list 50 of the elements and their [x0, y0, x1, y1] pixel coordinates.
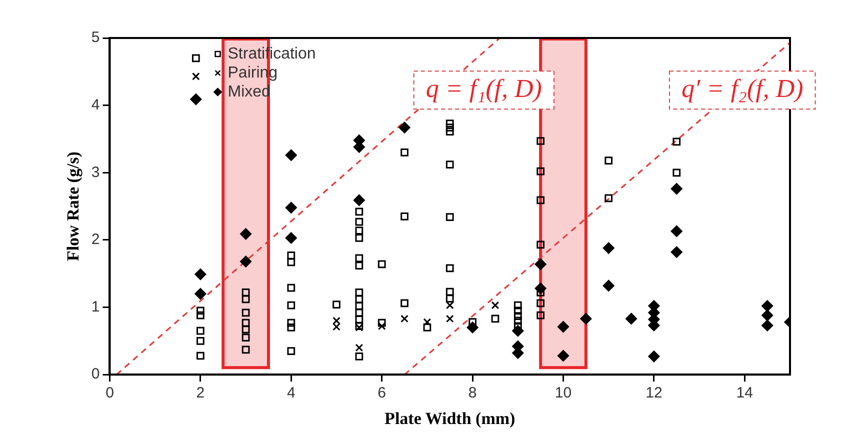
- x-axis-title: Plate Width (mm): [384, 409, 516, 428]
- point: [580, 312, 592, 324]
- point: [398, 122, 410, 134]
- x-tick-label: 6: [378, 384, 386, 402]
- point: [423, 318, 432, 326]
- point: [670, 183, 682, 195]
- point: [240, 256, 252, 268]
- point: [602, 280, 614, 292]
- y-tick-label: 2: [91, 231, 100, 248]
- point: [534, 258, 546, 270]
- point: [355, 324, 364, 332]
- point: [670, 246, 682, 258]
- annotation: q = f₁(f, D): [426, 74, 542, 103]
- point: [378, 322, 386, 330]
- point: [285, 149, 297, 161]
- x-tick-label: 8: [468, 384, 477, 402]
- point: [762, 320, 774, 332]
- annotation: q′ = f₂(f, D): [681, 74, 804, 103]
- x-tick-label: 4: [286, 384, 296, 402]
- y-tick-label: 4: [91, 96, 100, 114]
- x-tick-label: 2: [196, 384, 205, 402]
- point: [355, 344, 364, 352]
- y-tick-label: 0: [91, 366, 100, 383]
- point: [285, 232, 297, 244]
- point: [557, 321, 569, 333]
- point: [557, 350, 569, 362]
- point: [626, 312, 638, 324]
- y-axis-title: Flow Rate (g/s): [64, 152, 83, 262]
- point: [648, 350, 660, 362]
- point: [353, 194, 365, 206]
- point: [762, 300, 774, 312]
- point: [285, 202, 297, 214]
- point: [491, 301, 500, 310]
- y-tick-label: 1: [91, 298, 100, 316]
- x-tick-label: 14: [736, 384, 753, 402]
- y-tick-label: 5: [91, 29, 100, 46]
- point: [192, 72, 200, 80]
- point: [762, 310, 774, 322]
- point: [240, 228, 252, 240]
- x-tick-label: 10: [554, 384, 572, 402]
- point: [670, 225, 682, 237]
- point: [602, 242, 614, 254]
- point: [446, 314, 454, 323]
- point: [190, 94, 202, 106]
- x-tick-label: 12: [646, 384, 662, 402]
- point: [194, 288, 206, 300]
- point: [194, 268, 206, 280]
- point: [400, 314, 408, 323]
- y-tick-label: 3: [91, 164, 100, 181]
- x-tick-label: 0: [106, 384, 114, 402]
